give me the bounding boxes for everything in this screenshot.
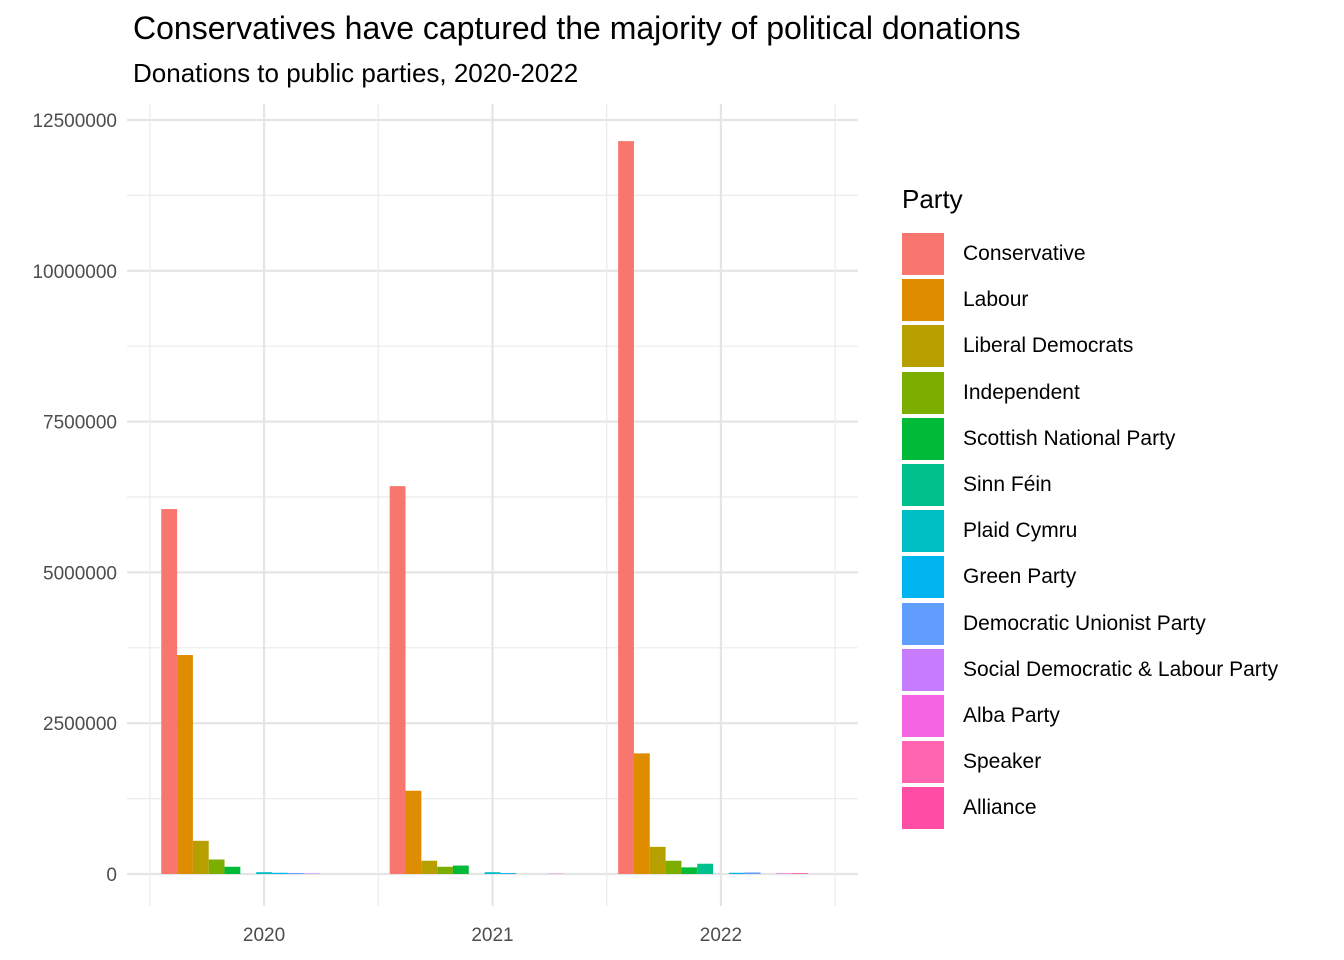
- bar: [744, 872, 761, 874]
- bar: [287, 873, 304, 874]
- legend-label: Alliance: [963, 796, 1037, 820]
- legend-item: Independent: [902, 370, 1278, 416]
- legend-item: Speaker: [902, 739, 1278, 785]
- legend-label: Alba Party: [963, 703, 1060, 727]
- bar: [776, 873, 793, 874]
- legend-swatch: [902, 233, 944, 276]
- legend-label: Labour: [963, 288, 1029, 312]
- bar: [618, 141, 634, 874]
- chart-title: Conservatives have captured the majority…: [133, 10, 1021, 46]
- bar: [681, 867, 698, 874]
- bar: [484, 872, 501, 874]
- legend-item: Conservative: [902, 231, 1278, 277]
- legend-label: Conservative: [963, 242, 1086, 266]
- bar: [271, 872, 288, 874]
- legend-label: Speaker: [963, 750, 1042, 774]
- legend-item: Alliance: [902, 785, 1278, 831]
- bar-chart: 0 2500000 5000000 7500000 10000000 12500000 2…: [32, 104, 858, 946]
- y-axis-ticks: 0 2500000 5000000 7500000 10000000 12500000: [32, 111, 117, 886]
- bar: [208, 859, 225, 874]
- legend-item: Alba Party: [902, 693, 1278, 739]
- x-axis-ticks: 2020 2021 2022: [243, 925, 742, 946]
- y-tick-label: 7500000: [43, 413, 117, 434]
- legend-label: Sinn Féin: [963, 473, 1052, 497]
- y-tick-label: 10000000: [32, 262, 117, 283]
- legend-item: Labour: [902, 277, 1278, 323]
- bar: [792, 873, 808, 874]
- bar: [665, 860, 682, 874]
- bar: [649, 846, 666, 874]
- y-tick-label: 0: [106, 865, 117, 886]
- bar: [192, 840, 209, 874]
- legend-item: Scottish National Party: [902, 416, 1278, 462]
- bar: [633, 753, 650, 874]
- bar: [161, 509, 178, 874]
- legend-swatch: [902, 279, 944, 322]
- legend-swatch: [902, 417, 944, 460]
- legend-item: Democratic Unionist Party: [902, 601, 1278, 647]
- bar: [177, 655, 193, 874]
- legend-swatch: [902, 464, 944, 507]
- bar: [437, 866, 453, 874]
- bar: [256, 872, 272, 874]
- bar: [389, 486, 406, 874]
- legend-items: Conservative Labour Liberal Democrats Indep…: [902, 231, 1278, 831]
- x-tick-label: 2020: [243, 925, 285, 946]
- x-tick-label: 2022: [700, 925, 742, 946]
- bar: [728, 872, 745, 874]
- legend-swatch: [902, 648, 944, 691]
- bars: [161, 141, 808, 874]
- legend-label: Scottish National Party: [963, 426, 1176, 450]
- legend-label: Democratic Unionist Party: [963, 611, 1206, 635]
- bar: [500, 873, 517, 874]
- legend-swatch: [902, 787, 944, 830]
- bar: [224, 866, 241, 874]
- bar: [452, 865, 469, 874]
- legend-title: Party: [902, 184, 963, 214]
- legend-label: Social Democratic & Labour Party: [963, 657, 1279, 681]
- y-tick-label: 12500000: [32, 111, 117, 132]
- legend-swatch: [902, 510, 944, 553]
- legend-item: Sinn Féin: [902, 462, 1278, 508]
- legend: Party Conservative Labour Liberal Democrat…: [902, 184, 1278, 831]
- y-tick-label: 5000000: [43, 563, 117, 584]
- y-tick-label: 2500000: [43, 714, 117, 735]
- legend-swatch: [902, 325, 944, 368]
- legend-swatch: [902, 371, 944, 414]
- legend-label: Independent: [963, 380, 1080, 404]
- legend-item: Liberal Democrats: [902, 323, 1278, 369]
- bar: [697, 863, 714, 874]
- legend-swatch: [902, 556, 944, 599]
- legend-swatch: [902, 741, 944, 784]
- legend-label: Green Party: [963, 565, 1077, 589]
- legend-item: Green Party: [902, 554, 1278, 600]
- legend-label: Plaid Cymru: [963, 519, 1078, 543]
- bar: [421, 860, 438, 874]
- chart-subtitle: Donations to public parties, 2020-2022: [133, 58, 579, 88]
- legend-swatch: [902, 694, 944, 737]
- legend-item: Plaid Cymru: [902, 508, 1278, 554]
- bar: [405, 790, 422, 874]
- legend-item: Social Democratic & Labour Party: [902, 647, 1278, 693]
- gridlines: [127, 104, 858, 906]
- legend-swatch: [902, 602, 944, 645]
- x-tick-label: 2021: [471, 925, 513, 946]
- legend-label: Liberal Democrats: [963, 334, 1134, 358]
